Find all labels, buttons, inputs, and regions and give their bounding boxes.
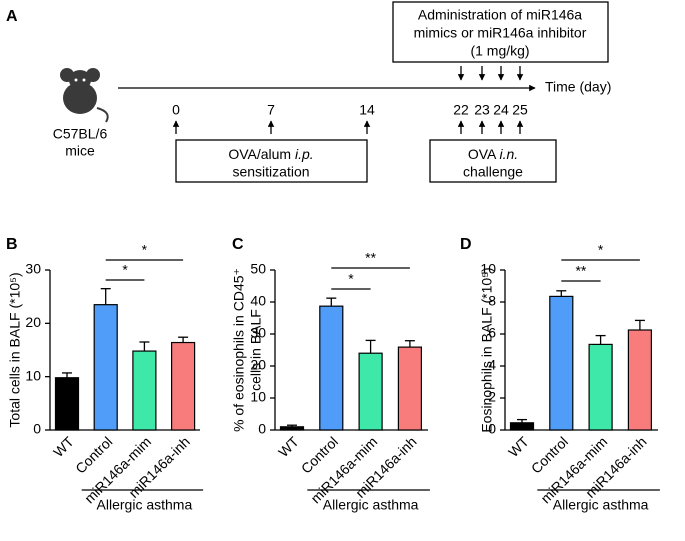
y-tick-label: 0 bbox=[33, 421, 41, 437]
sensitization-box bbox=[175, 139, 368, 183]
y-axis-label: cells in BALF bbox=[248, 309, 264, 391]
y-tick-label: 0 bbox=[488, 421, 496, 437]
y-tick-label: 40 bbox=[250, 293, 266, 309]
treatment-text: Administration of miR146a bbox=[418, 7, 582, 23]
day-label: 0 bbox=[172, 102, 180, 118]
day-label: 24 bbox=[493, 102, 509, 118]
panel-label: B bbox=[6, 236, 18, 253]
y-tick-label: 2 bbox=[488, 389, 496, 405]
y-tick-label: 0 bbox=[258, 421, 266, 437]
treatment-box bbox=[392, 1, 609, 63]
strain-label: mice bbox=[65, 143, 95, 159]
x-tick-label: WT bbox=[275, 433, 302, 460]
y-axis-label: Eosinophils in BALF (*10⁵) bbox=[479, 267, 495, 432]
day-label: 7 bbox=[267, 102, 275, 118]
bar bbox=[319, 305, 344, 431]
route: i.p. bbox=[295, 146, 314, 162]
y-tick-label: 20 bbox=[250, 357, 266, 373]
sensitization-text: OVA/alum i.p. bbox=[228, 146, 313, 162]
y-tick-label: 30 bbox=[250, 325, 266, 341]
group-label: Allergic asthma bbox=[553, 497, 649, 513]
mouse-icon bbox=[60, 68, 109, 123]
bar bbox=[279, 426, 305, 431]
route: i.n. bbox=[499, 146, 518, 162]
bar bbox=[549, 295, 574, 431]
significance-label: * bbox=[122, 262, 128, 278]
bar bbox=[627, 329, 653, 431]
y-tick-label: 8 bbox=[488, 293, 496, 309]
sensitization-text: sensitization bbox=[232, 164, 309, 180]
text: OVA bbox=[468, 146, 497, 162]
strain-label: C57BL/6 bbox=[53, 126, 108, 142]
day-label: 14 bbox=[359, 102, 375, 118]
bar bbox=[171, 341, 196, 431]
text: OVA/alum bbox=[228, 146, 291, 162]
group-label: Allergic asthma bbox=[323, 497, 419, 513]
bar bbox=[397, 346, 422, 431]
bar bbox=[54, 377, 80, 431]
bar bbox=[358, 352, 383, 431]
panel-label: A bbox=[6, 8, 18, 25]
x-tick-label: WT bbox=[505, 433, 532, 460]
challenge-text: OVA i.n. bbox=[468, 146, 518, 162]
significance-label: * bbox=[348, 271, 354, 287]
y-tick-label: 10 bbox=[480, 261, 496, 277]
significance-label: ** bbox=[575, 263, 586, 279]
day-label: 25 bbox=[512, 102, 528, 118]
significance-label: * bbox=[142, 242, 148, 258]
treatment-text: mimics or miR146a inhibitor bbox=[414, 25, 587, 41]
bar bbox=[509, 422, 535, 431]
day-label: 23 bbox=[474, 102, 490, 118]
x-tick-label: WT bbox=[50, 433, 77, 460]
bar bbox=[588, 343, 613, 431]
y-tick-label: 50 bbox=[250, 261, 266, 277]
challenge-text: challenge bbox=[463, 164, 523, 180]
timeline-panel: A C57BL/6 mice Time (day) Administration… bbox=[6, 1, 611, 183]
y-axis-label: Total cells in BALF (*10⁵) bbox=[7, 272, 23, 427]
panel-label: D bbox=[460, 236, 472, 253]
bar bbox=[132, 350, 157, 431]
group-label: Allergic asthma bbox=[97, 497, 193, 513]
y-tick-label: 10 bbox=[25, 367, 41, 383]
y-tick-label: 20 bbox=[25, 314, 41, 330]
challenge-box bbox=[429, 139, 557, 183]
y-tick-label: 10 bbox=[250, 389, 266, 405]
panel-label: C bbox=[232, 236, 244, 253]
y-tick-label: 30 bbox=[25, 261, 41, 277]
y-tick-label: 4 bbox=[488, 357, 496, 373]
significance-label: ** bbox=[365, 250, 376, 266]
significance-label: * bbox=[598, 242, 604, 258]
bar-chart: C % of eosinophils in CD45⁺ cells in BALF 0… bbox=[231, 236, 430, 513]
treatment-text: (1 mg/kg) bbox=[470, 43, 529, 59]
bar bbox=[93, 304, 118, 431]
y-axis-label: % of eosinophils in CD45⁺ bbox=[231, 268, 247, 432]
axis-label: Time (day) bbox=[545, 79, 611, 95]
day-label: 22 bbox=[453, 102, 469, 118]
y-tick-label: 6 bbox=[488, 325, 496, 341]
